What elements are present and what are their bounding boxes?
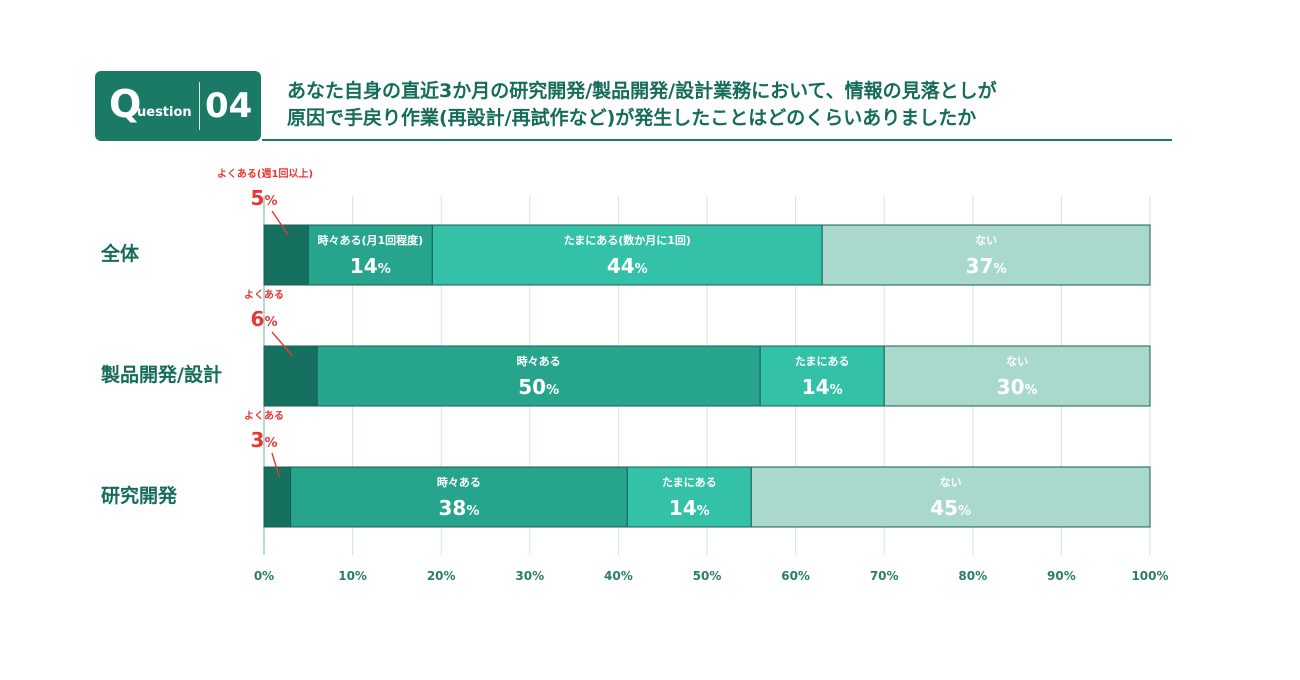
data-label-value: 38% [438,496,479,520]
bar-segment [307,224,433,286]
data-label-value-percent-sign: % [830,383,843,398]
data-label-value-number: 50 [518,375,546,399]
bar-segment [883,345,1151,407]
data-label-value-number: 3 [251,428,265,452]
data-label-value-percent-sign: % [635,262,648,277]
badge-uestion-text: uestion [137,105,192,120]
data-label-value-percent-sign: % [697,504,710,519]
bar-segment [263,224,309,286]
data-label-category: ない [940,476,962,489]
data-label-value-percent-sign: % [1025,383,1038,398]
x-tick-label: 40% [604,569,633,583]
data-label-value: 14% [350,254,391,278]
data-label-category: たまにある [795,355,850,368]
data-label-category: ない [1006,355,1028,368]
data-label-category: よくある [244,409,284,422]
row-label: 全体 [100,242,140,265]
badge-q-letter: Q [109,82,142,126]
data-label-value: 3% [251,428,278,452]
x-tick-label: 80% [958,569,987,583]
data-label-value-number: 38 [438,496,466,520]
x-tick-label: 20% [427,569,456,583]
data-label-value: 14% [802,375,843,399]
data-label-value: 5% [251,186,278,210]
bar-segment [431,224,823,286]
bar-segment [821,224,1151,286]
data-label-value-number: 14 [669,496,697,520]
bar-segment [290,466,628,528]
question-title-line2: 原因で手戻り作業(再設計/再試作など)が発生したことはどのくらいありましたか [287,107,977,129]
data-label-value-number: 14 [802,375,830,399]
data-label-value-percent-sign: % [958,504,971,519]
data-label-value: 45% [930,496,971,520]
x-tick-label: 60% [781,569,810,583]
data-label-value-number: 45 [930,496,958,520]
x-tick-label: 70% [870,569,899,583]
data-label-value-percent-sign: % [264,436,277,451]
x-tick-label: 50% [693,569,722,583]
bar-segment [316,345,761,407]
leader-line [271,331,294,357]
leader-line [271,452,280,478]
data-label-category: ない [975,234,997,247]
data-label-value-percent-sign: % [546,383,559,398]
bar-segment [263,345,318,407]
data-label-value-number: 44 [607,254,635,278]
data-label-value-percent-sign: % [378,262,391,277]
bar-segment [759,345,885,407]
bar-segment [626,466,752,528]
data-label-category: 時々ある(月1回程度) [317,233,423,247]
data-label-value-percent-sign: % [264,194,277,209]
leader-line [271,210,289,236]
data-label-value-percent-sign: % [466,504,479,519]
data-label-value-number: 14 [350,254,378,278]
x-tick-label: 30% [515,569,544,583]
question-title: あなた自身の直近3か月の研究開発/製品開発/設計業務において、情報の見落としが … [287,78,1167,132]
data-label-value: 37% [966,254,1007,278]
data-label-value-number: 37 [966,254,994,278]
question-badge: Q uestion 04 [95,71,261,141]
row-label: 研究開発 [101,484,178,507]
x-tick-label: 90% [1047,569,1076,583]
data-label-value: 14% [669,496,710,520]
data-label-category: よくある [244,288,284,301]
data-label-value-number: 6 [251,307,265,331]
x-tick-label: 0% [254,569,274,583]
data-label-category: たまにある(数か月に1回) [564,233,691,247]
data-label-category: 時々ある [437,475,481,489]
x-tick-label: 10% [338,569,367,583]
question-title-line1: あなた自身の直近3か月の研究開発/製品開発/設計業務において、情報の見落としが [287,80,997,102]
data-label-value-percent-sign: % [993,262,1006,277]
data-label-value: 30% [997,375,1038,399]
bar-segment [263,466,292,528]
badge-number: 04 [205,86,253,126]
data-label-value: 6% [251,307,278,331]
data-label-value: 50% [518,375,559,399]
data-label-value-number: 5 [251,186,265,210]
title-underline [262,139,1172,141]
row-label: 製品開発/設計 [100,363,222,386]
bar-segment [750,466,1151,528]
data-label-value: 44% [607,254,648,278]
data-label-category: よくある(週1回以上) [217,167,313,180]
data-label-value-percent-sign: % [264,315,277,330]
x-tick-label: 100% [1131,569,1168,583]
data-label-value-number: 30 [997,375,1025,399]
data-label-category: 時々ある [517,354,561,368]
badge-divider [199,82,200,130]
data-label-category: たまにある [662,476,717,489]
